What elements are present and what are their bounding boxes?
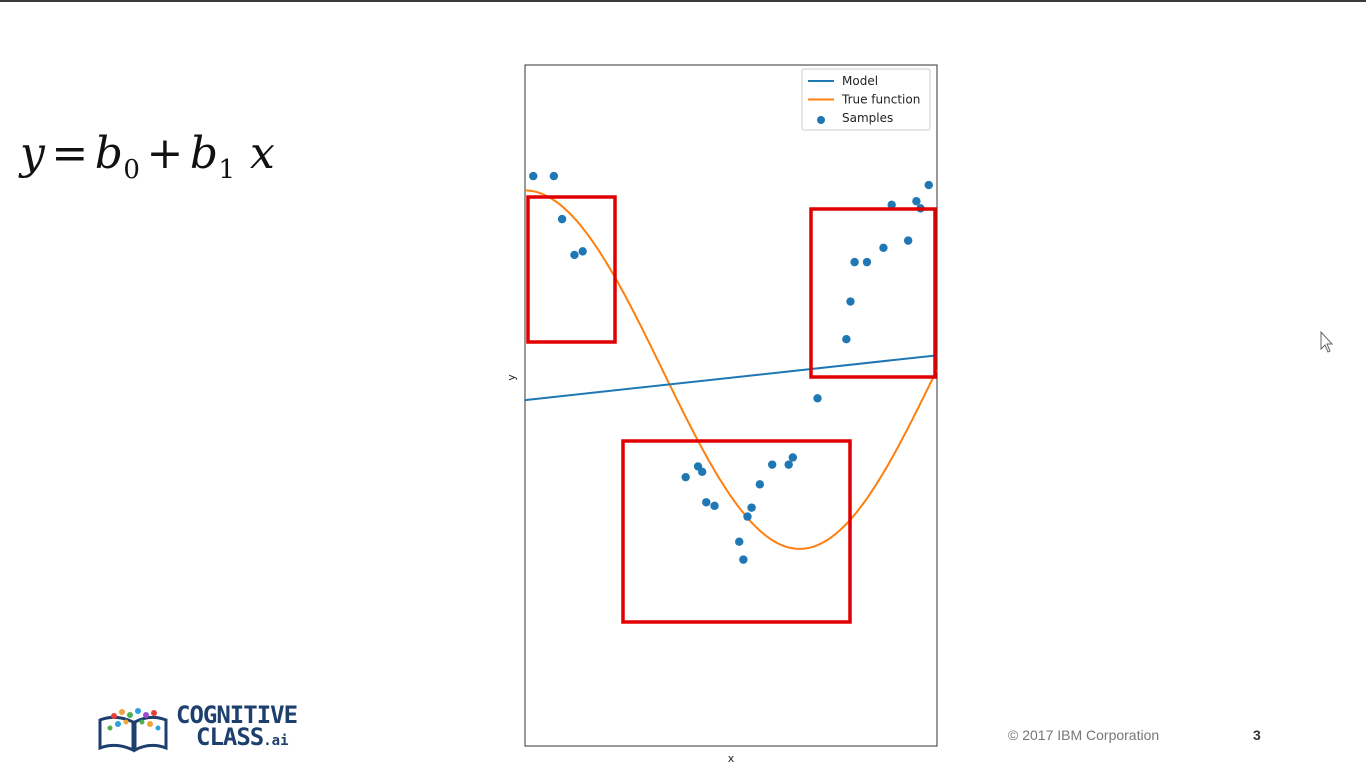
sample-point (529, 171, 538, 181)
logo-line-cognitive: COGNITIVE (176, 701, 298, 729)
mouse-cursor-icon (1320, 331, 1334, 353)
sample-point (743, 512, 752, 521)
sample-point (768, 460, 777, 469)
top-border-line (0, 0, 1366, 2)
sample-point (846, 297, 855, 306)
sample-point (842, 334, 851, 344)
linear-model-equation: y = b0 + b1 x (20, 128, 275, 185)
legend-label: True function (841, 93, 920, 107)
logo-wordmark: COGNITIVE CLASS.ai (176, 701, 298, 752)
sample-point (697, 467, 707, 477)
legend-label: Samples (842, 111, 893, 125)
sample-point (747, 503, 756, 512)
y-axis-label: y (505, 374, 518, 381)
sample-point (557, 214, 567, 224)
page-number: 3 (1253, 727, 1261, 743)
sample-point (862, 257, 872, 267)
legend-marker (817, 116, 825, 124)
equation-equals: = (51, 128, 89, 179)
logo-line-class: CLASS.ai (196, 723, 289, 751)
equation-b0: b0 (94, 128, 141, 185)
sample-point (710, 501, 719, 511)
sample-point (850, 257, 859, 267)
copyright-text: © 2017 IBM Corporation (1008, 727, 1160, 743)
x-axis-label: x (728, 752, 735, 765)
equation-y: y (20, 128, 46, 179)
highlight-box (809, 207, 937, 379)
cognitive-class-logo: COGNITIVE CLASS.ai (96, 701, 326, 756)
plot-frame (524, 64, 938, 747)
true-function-line (524, 189, 938, 550)
sample-point (570, 250, 579, 260)
highlight-box (621, 439, 852, 624)
sample-point (903, 236, 913, 245)
open-book-icon (98, 708, 168, 753)
equation-plus: + (146, 128, 184, 179)
sample-point (887, 200, 896, 209)
sample-point (879, 243, 888, 252)
model-line (524, 354, 938, 402)
sample-point (549, 171, 559, 181)
sample-point (755, 480, 765, 489)
sample-point (924, 180, 933, 190)
legend-label: Model (842, 74, 878, 88)
sample-point (702, 498, 711, 507)
sample-point (784, 460, 793, 469)
sample-point (681, 472, 690, 482)
legend-box (801, 68, 931, 131)
sample-point (739, 555, 748, 564)
sample-point (813, 394, 822, 403)
sample-point (578, 247, 587, 256)
equation-x: x (250, 128, 276, 179)
sample-point (788, 453, 797, 462)
sample-point (735, 537, 744, 546)
equation-b1: b1 (189, 128, 236, 185)
sample-point (912, 197, 921, 206)
highlight-box (526, 195, 617, 344)
